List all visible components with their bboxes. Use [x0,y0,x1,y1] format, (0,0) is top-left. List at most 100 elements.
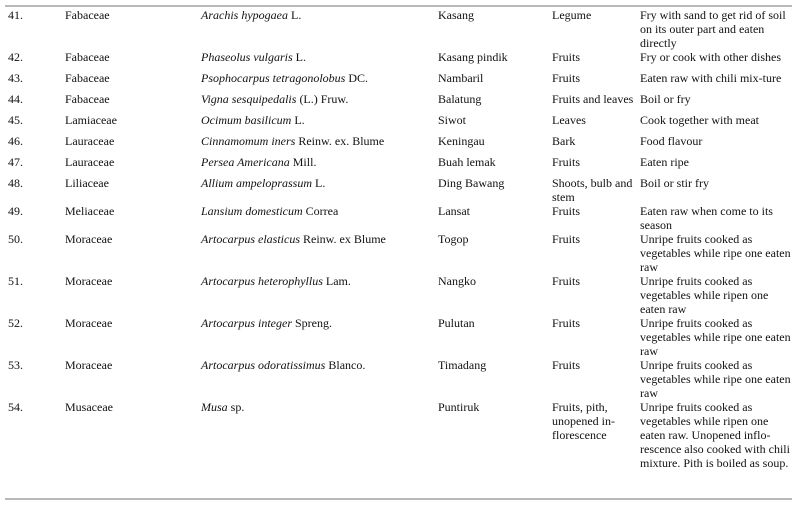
authority-text: Blanco. [325,358,366,372]
use-text: Unripe fruits cooked as vegetables while… [640,274,769,316]
usage-cell: Eaten raw when come to its season [640,204,792,232]
usage-cell: Unripe fruits cooked as vegetables while… [640,358,792,400]
usage-cell: Unripe fruits cooked as vegetables while… [640,316,792,358]
use-text: Unripe fruits cooked as vegetables while… [640,400,790,470]
family-cell: Meliaceae [65,204,201,232]
part-text: Fruits and leaves [552,92,634,106]
local-name-cell: Ding Bawang [438,176,552,204]
scientific-name-cell: Cinnamomum iners Reinw. ex. Blume [201,134,438,155]
table-row: 50. Moraceae Artocarpus elasticus Reinw. e… [5,232,792,274]
species-text: Artocarpus elasticus [201,232,300,246]
part-text: Fruits [552,50,581,64]
local-text: Puntiruk [438,400,480,414]
table-row: 53. Moraceae Artocarpus odoratissimus Blan… [5,358,792,400]
part-text: Fruits [552,274,581,288]
scientific-name-cell: Artocarpus odoratissimus Blanco. [201,358,438,400]
row-number-cell: 47. [5,155,65,176]
part-used-cell: Fruits [552,274,640,316]
no-text: 41. [8,8,23,22]
authority-text: Correa [302,204,339,218]
part-used-cell: Fruits [552,50,640,71]
family-text: Fabaceae [65,50,110,64]
local-text: Kasang [438,8,474,22]
table-row: 45. Lamiaceae Ocimum basilicum L. Siwot Leav… [5,113,792,134]
family-text: Lauraceae [65,155,115,169]
part-text: Fruits, pith, unopened in-florescence [552,400,615,442]
family-cell: Fabaceae [65,8,201,50]
no-text: 45. [8,113,23,127]
authority-text: Reinw. ex. Blume [295,134,385,148]
part-used-cell: Fruits [552,232,640,274]
table-top-rule [5,5,792,7]
local-name-cell: Nambaril [438,71,552,92]
usage-cell: Boil or fry [640,92,792,113]
row-number-cell: 53. [5,358,65,400]
authority-text: L. [312,176,326,190]
usage-cell: Unripe fruits cooked as vegetables while… [640,232,792,274]
row-number-cell: 43. [5,71,65,92]
family-text: Fabaceae [65,71,110,85]
part-used-cell: Legume [552,8,640,50]
local-text: Pulutan [438,316,475,330]
row-number-cell: 48. [5,176,65,204]
part-text: Fruits [552,71,581,85]
authority-text: Lam. [322,274,351,288]
local-name-cell: Kasang [438,8,552,50]
part-text: Legume [552,8,592,22]
part-used-cell: Fruits [552,204,640,232]
row-number-cell: 50. [5,232,65,274]
scientific-name-cell: Artocarpus heterophyllus Lam. [201,274,438,316]
family-text: Meliaceae [65,204,115,218]
no-text: 54. [8,400,23,414]
local-text: Buah lemak [438,155,496,169]
usage-cell: Boil or stir fry [640,176,792,204]
authority-text: L. [292,50,307,64]
scientific-name-cell: Musa sp. [201,400,438,470]
table-row: 51. Moraceae Artocarpus heterophyllus Lam.… [5,274,792,316]
part-used-cell: Fruits and leaves [552,92,640,113]
part-used-cell: Fruits [552,71,640,92]
species-text: Psophocarpus tetragonolobus [201,71,346,85]
local-name-cell: Timadang [438,358,552,400]
table-row: 47. Lauraceae Persea Americana Mill. Buah l… [5,155,792,176]
part-text: Bark [552,134,576,148]
row-number-cell: 54. [5,400,65,470]
family-text: Lauraceae [65,134,115,148]
no-text: 51. [8,274,23,288]
local-name-cell: Pulutan [438,316,552,358]
authority-text: Spreng. [292,316,332,330]
species-text: Artocarpus odoratissimus [201,358,326,372]
family-cell: Moraceae [65,274,201,316]
no-text: 43. [8,71,23,85]
use-text: Eaten ripe [640,155,689,169]
part-text: Leaves [552,113,586,127]
species-text: Persea Americana [201,155,290,169]
family-cell: Lauraceae [65,134,201,155]
use-text: Boil or fry [640,92,691,106]
usage-cell: Fry or cook with other dishes [640,50,792,71]
scientific-name-cell: Allium ampeloprassum L. [201,176,438,204]
family-cell: Lamiaceae [65,113,201,134]
scientific-name-cell: Arachis hypogaea L. [201,8,438,50]
usage-cell: Food flavour [640,134,792,155]
row-number-cell: 45. [5,113,65,134]
part-text: Fruits [552,316,581,330]
species-text: Lansium domesticum [201,204,303,218]
scientific-name-cell: Artocarpus elasticus Reinw. ex Blume [201,232,438,274]
scientific-name-cell: Vigna sesquipedalis (L.) Fruw. [201,92,438,113]
local-text: Nambaril [438,71,484,85]
family-cell: Liliaceae [65,176,201,204]
use-text: Unripe fruits cooked as vegetables while… [640,358,791,400]
use-text: Unripe fruits cooked as vegetables while… [640,316,791,358]
no-text: 42. [8,50,23,64]
use-text: Eaten raw with chili mix-ture [640,71,782,85]
species-text: Vigna sesquipedalis [201,92,297,106]
table-row: 54. Musaceae Musa sp. Puntiruk Fruits, pith,… [5,400,792,470]
local-name-cell: Keningau [438,134,552,155]
part-text: Fruits [552,232,581,246]
table-row: 52. Moraceae Artocarpus integer Spreng. Pul… [5,316,792,358]
authority-text: Reinw. ex Blume [300,232,386,246]
family-text: Moraceae [65,232,113,246]
row-number-cell: 46. [5,134,65,155]
species-text: Artocarpus integer [201,316,292,330]
